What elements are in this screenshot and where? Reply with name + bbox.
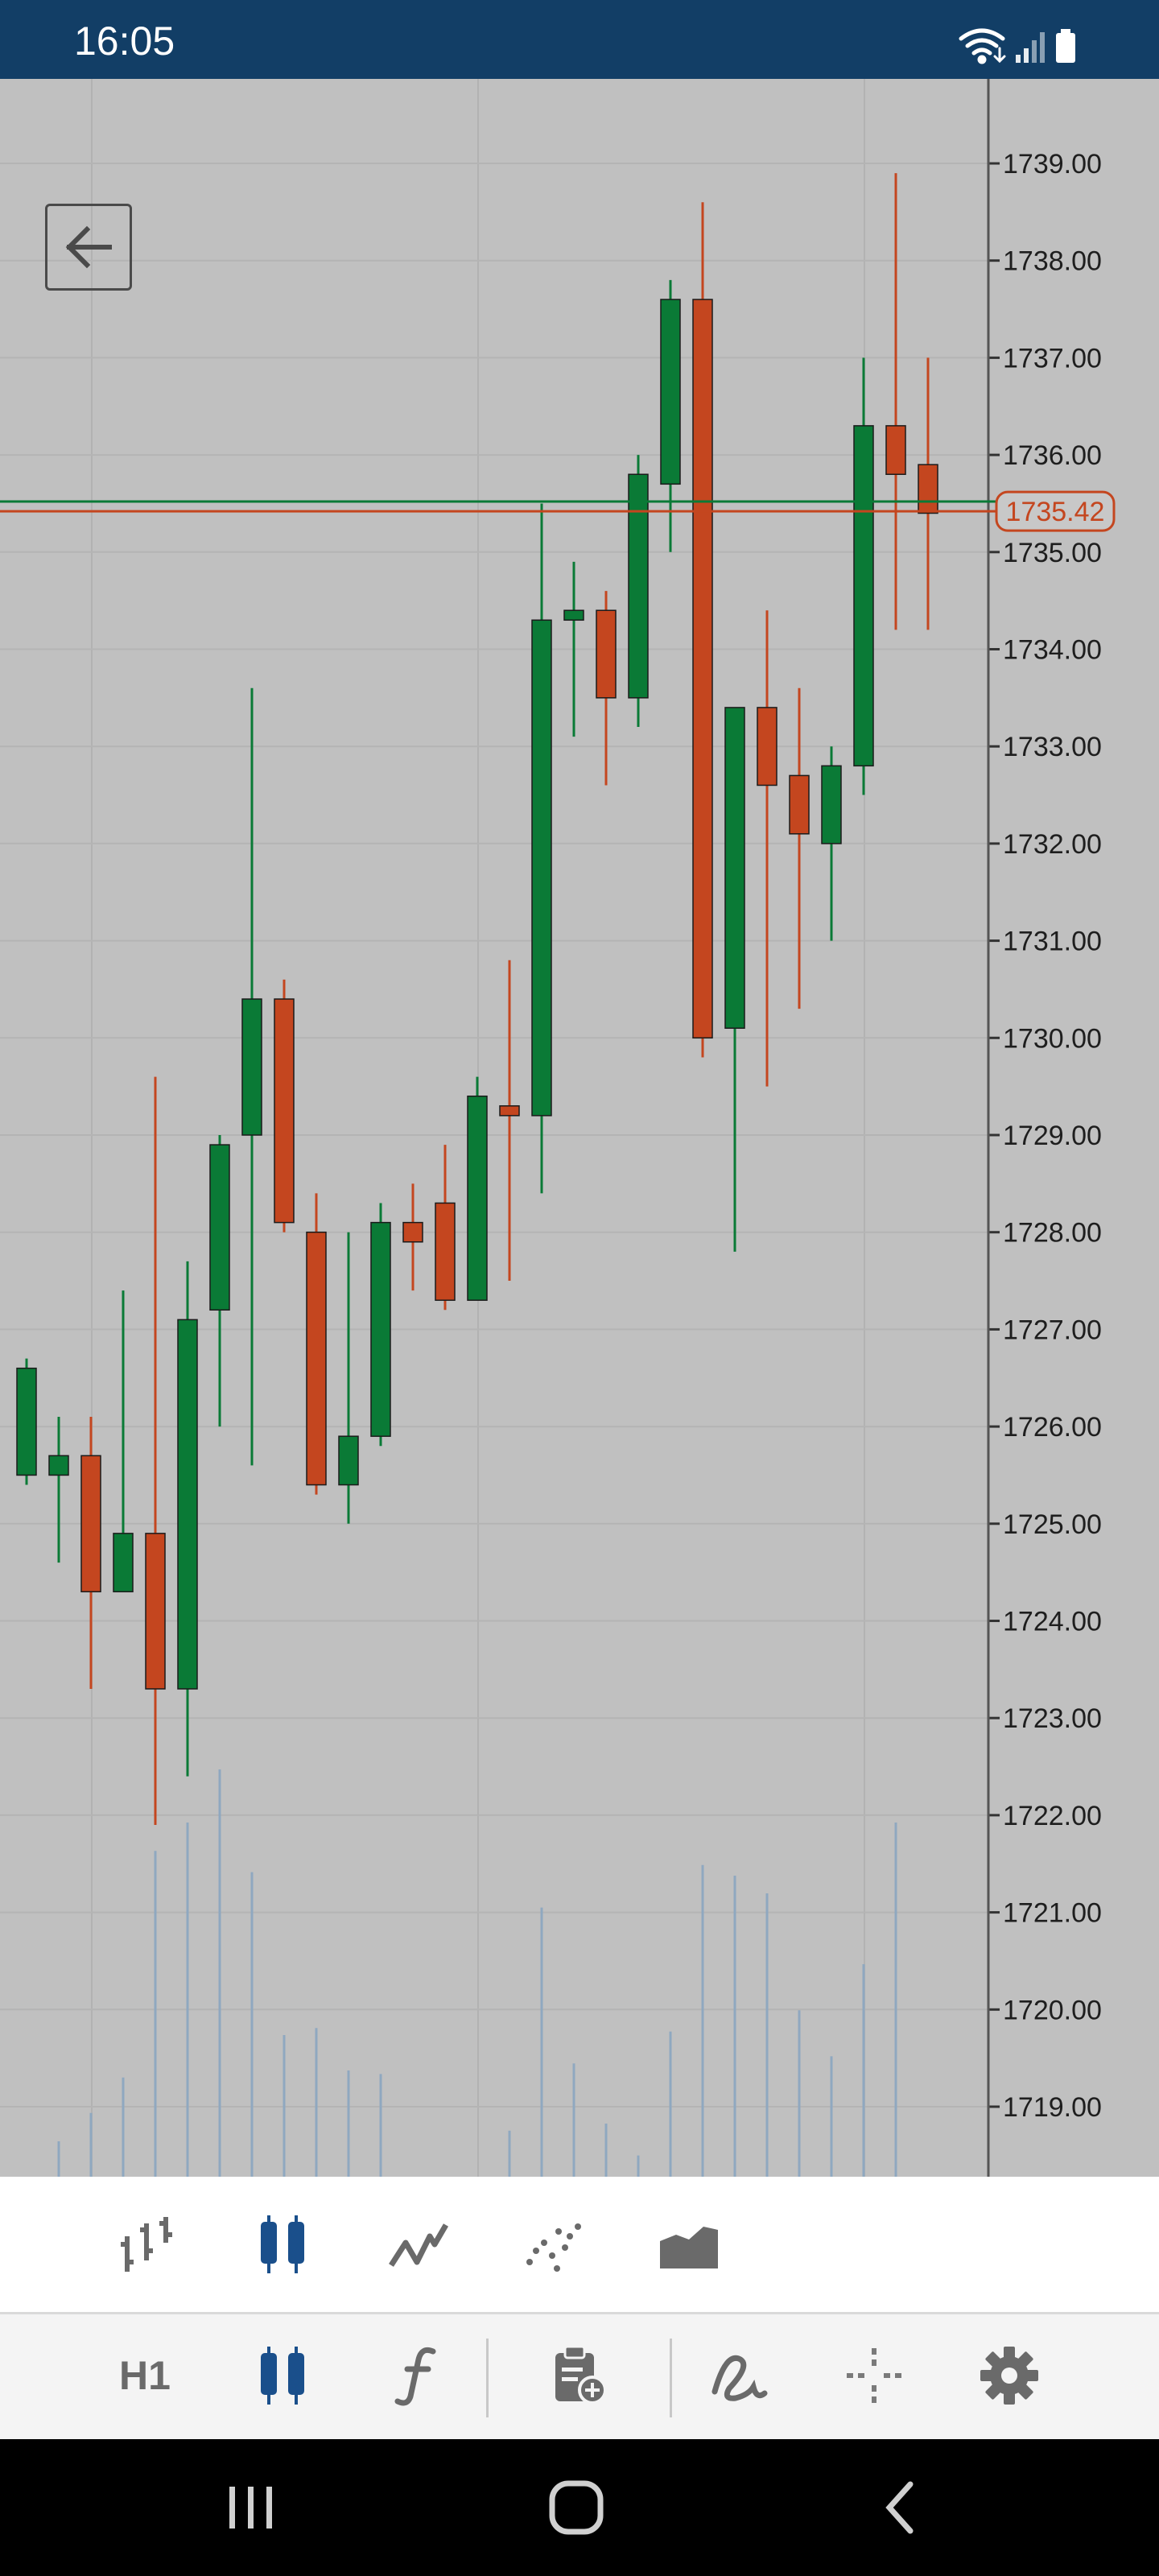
- crosshair-button[interactable]: [834, 2335, 914, 2416]
- axis-tick-label: 1727.00: [1003, 1315, 1102, 1345]
- bullish-candle[interactable]: [113, 1533, 134, 1593]
- bearish-candle[interactable]: [499, 1105, 520, 1117]
- bullish-candle[interactable]: [467, 1095, 488, 1301]
- crosshair-icon: [847, 2348, 901, 2403]
- axis-tick-label: 1721.00: [1003, 1898, 1102, 1929]
- timeframe-button[interactable]: H1: [105, 2335, 185, 2416]
- system-navigation-bar: [0, 2439, 1159, 2576]
- bar-chart-button[interactable]: [108, 2204, 188, 2285]
- bearish-candle[interactable]: [274, 998, 295, 1224]
- bullish-candle[interactable]: [48, 1455, 69, 1476]
- area-chart-icon: [660, 2227, 718, 2268]
- bullish-candle[interactable]: [724, 707, 745, 1029]
- bearish-candle[interactable]: [306, 1231, 327, 1486]
- bullish-candle[interactable]: [563, 609, 584, 621]
- bullish-candle[interactable]: [853, 425, 874, 767]
- status-icons-svg: [959, 28, 1075, 64]
- back-icon: [885, 2481, 914, 2534]
- timeframe-label: H1: [119, 2353, 171, 2398]
- bearish-candle[interactable]: [435, 1202, 456, 1301]
- candlestick-chart-svg[interactable]: 1739.00 1738.00 1737.00 1736.00 1735.00 1734.…: [0, 79, 1159, 2177]
- price-chart[interactable]: 1739.00 1738.00 1737.00 1736.00 1735.00 1734.…: [0, 79, 1159, 2177]
- clipboard-add-icon: [555, 2345, 607, 2405]
- indicators-button[interactable]: [378, 2335, 459, 2416]
- signal-icon: [1016, 32, 1045, 63]
- settings-button[interactable]: [969, 2335, 1050, 2416]
- bullish-candle[interactable]: [660, 299, 681, 485]
- axis-tick-label: 1724.00: [1003, 1607, 1102, 1637]
- axis-tick-label: 1738.00: [1003, 246, 1102, 277]
- bullish-candle[interactable]: [209, 1144, 230, 1311]
- recent-apps-icon: [229, 2487, 272, 2529]
- toolbar-divider: [670, 2339, 672, 2417]
- candlestick-chart-button[interactable]: [243, 2204, 324, 2285]
- toolbar-divider: [486, 2339, 489, 2417]
- axis-tick-label: 1734.00: [1003, 635, 1102, 666]
- drawing-tools-button[interactable]: [699, 2335, 779, 2416]
- chart-type-button[interactable]: [243, 2335, 324, 2416]
- bullish-candle[interactable]: [177, 1319, 198, 1690]
- bearish-candle[interactable]: [145, 1533, 166, 1690]
- bearish-candle[interactable]: [789, 774, 810, 835]
- dot-chart-button[interactable]: [514, 2204, 594, 2285]
- chart-type-toolbar: [0, 2177, 1159, 2312]
- line-chart-button[interactable]: [378, 2204, 459, 2285]
- axis-tick-label: 1722.00: [1003, 1801, 1102, 1831]
- bullish-candle[interactable]: [531, 619, 552, 1117]
- axis-tick-label: 1726.00: [1003, 1412, 1102, 1443]
- dots-chart-icon: [526, 2223, 581, 2272]
- bearish-candle[interactable]: [402, 1221, 423, 1243]
- bullish-candle[interactable]: [338, 1435, 359, 1486]
- status-time: 16:05: [74, 19, 175, 64]
- battery-icon: [1056, 29, 1075, 63]
- bearish-candle[interactable]: [596, 609, 617, 699]
- back-button[interactable]: [45, 204, 132, 291]
- axis-tick-label: 1733.00: [1003, 732, 1102, 762]
- axis-tick-label: 1719.00: [1003, 2092, 1102, 2123]
- bearish-candle[interactable]: [885, 425, 906, 475]
- axis-tick-label: 1731.00: [1003, 927, 1102, 957]
- status-bar: 16:05: [0, 0, 1159, 79]
- new-order-button[interactable]: [539, 2335, 620, 2416]
- bullish-candle[interactable]: [821, 765, 842, 844]
- bearish-candle[interactable]: [757, 707, 777, 786]
- gear-icon: [980, 2347, 1038, 2405]
- status-icons: [958, 24, 1111, 64]
- home-icon: [549, 2480, 604, 2535]
- candlestick-icon: [261, 2215, 304, 2273]
- back-nav-button[interactable]: [852, 2467, 948, 2548]
- bullish-candle[interactable]: [16, 1367, 37, 1476]
- axis-tick-label: 1735.00: [1003, 538, 1102, 568]
- chart-tools-toolbar: H1: [0, 2312, 1159, 2439]
- bearish-candle[interactable]: [80, 1455, 101, 1593]
- current-price-badge: [995, 490, 1116, 532]
- axis-tick-label: 1720.00: [1003, 1995, 1102, 2025]
- arrow-left-icon: [65, 225, 112, 269]
- line-chart-icon: [389, 2223, 449, 2267]
- axis-tick-label: 1732.00: [1003, 829, 1102, 860]
- candlestick-icon: [261, 2347, 304, 2405]
- axis-tick-label: 1725.00: [1003, 1509, 1102, 1540]
- axis-tick-label: 1739.00: [1003, 149, 1102, 180]
- bearish-candle[interactable]: [918, 464, 938, 514]
- axis-tick-label: 1736.00: [1003, 440, 1102, 471]
- bullish-candle[interactable]: [628, 473, 649, 699]
- wifi-icon: [959, 28, 1006, 64]
- bullish-candle[interactable]: [241, 998, 262, 1136]
- axis-tick-label: 1723.00: [1003, 1703, 1102, 1734]
- freehand-draw-icon: [711, 2355, 768, 2401]
- bullish-candle[interactable]: [370, 1221, 391, 1437]
- ohlc-bars-icon: [121, 2217, 172, 2272]
- bearish-candle[interactable]: [692, 299, 713, 1039]
- function-icon: [394, 2347, 436, 2406]
- axis-tick-label: 1737.00: [1003, 343, 1102, 374]
- axis-tick-label: 1729.00: [1003, 1121, 1102, 1151]
- area-chart-button[interactable]: [649, 2204, 729, 2285]
- axis-tick-label: 1730.00: [1003, 1023, 1102, 1054]
- recent-apps-button[interactable]: [203, 2467, 299, 2548]
- current-price-label: 1735.42: [1006, 497, 1105, 527]
- home-button[interactable]: [528, 2467, 625, 2548]
- axis-tick-label: 1728.00: [1003, 1218, 1102, 1249]
